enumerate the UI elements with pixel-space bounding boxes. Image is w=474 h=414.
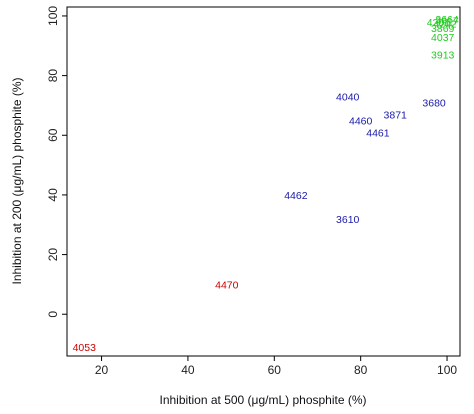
point-label-4462: 4462 — [284, 190, 308, 202]
plot-frame — [66, 6, 461, 357]
y-axis-ticks: 0 20 40 60 80 100 — [46, 6, 67, 318]
x-tick-label: 60 — [268, 363, 282, 377]
y-tick-label: 20 — [46, 248, 60, 262]
point-label-3680: 3680 — [422, 97, 446, 109]
point-label-3871: 3871 — [384, 109, 408, 121]
y-tick-label: 100 — [46, 6, 60, 26]
point-label-3610: 3610 — [336, 214, 360, 226]
point-label-3664: 3664 — [435, 14, 459, 26]
y-tick-label: 80 — [46, 69, 60, 83]
y-tick-label: 0 — [46, 311, 60, 318]
point-label-4460: 4460 — [349, 115, 373, 127]
point-label-4037: 4037 — [431, 32, 455, 44]
point-label-4201: 4201 — [427, 17, 451, 29]
point-label-4040: 4040 — [336, 91, 360, 103]
x-axis-label: Inhibition at 500 (μg/mL) phosphite (%) — [159, 393, 366, 407]
point-label-4053: 4053 — [73, 342, 97, 354]
point-label-4202: 4202 — [433, 18, 457, 30]
point-label-4470: 4470 — [215, 279, 239, 291]
x-tick-label: 40 — [181, 363, 195, 377]
y-tick-label: 60 — [46, 128, 60, 142]
y-axis-label: Inhibition at 200 (μg/mL) phosphite (%) — [10, 77, 24, 284]
point-label-4461: 4461 — [366, 127, 390, 139]
x-tick-label: 80 — [354, 363, 368, 377]
point-label-3913: 3913 — [431, 50, 455, 62]
y-tick-label: 40 — [46, 188, 60, 202]
x-axis-ticks: 20 40 60 80 100 — [95, 356, 457, 377]
point-label-3617: 3617 — [435, 15, 459, 27]
x-tick-label: 100 — [437, 363, 457, 377]
point-label-3869: 3869 — [431, 23, 455, 35]
x-tick-label: 20 — [95, 363, 109, 377]
